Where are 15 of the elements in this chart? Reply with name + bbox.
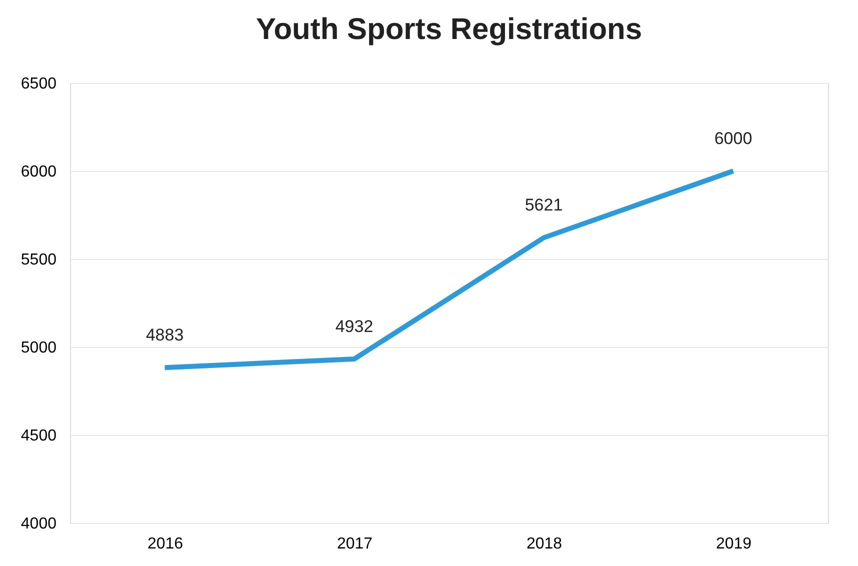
- x-tick-label: 2017: [336, 536, 373, 552]
- chart-title: Youth Sports Registrations: [256, 13, 642, 46]
- y-tick-label: 6500: [20, 76, 57, 92]
- y-tick-label: 6000: [20, 164, 57, 180]
- data-label: 6000: [714, 129, 752, 148]
- data-label: 5621: [524, 196, 563, 215]
- data-label: 4932: [335, 316, 374, 336]
- x-tick-label: 2018: [526, 536, 562, 552]
- x-tick-label: 2019: [716, 536, 752, 552]
- data-label: 4883: [146, 326, 184, 345]
- y-tick-label: 5500: [20, 252, 57, 268]
- y-tick-label: 4000: [20, 516, 57, 532]
- y-tick-label: 5000: [20, 340, 57, 356]
- y-tick-label: 4500: [20, 428, 57, 444]
- x-tick-label: 2016: [147, 536, 184, 552]
